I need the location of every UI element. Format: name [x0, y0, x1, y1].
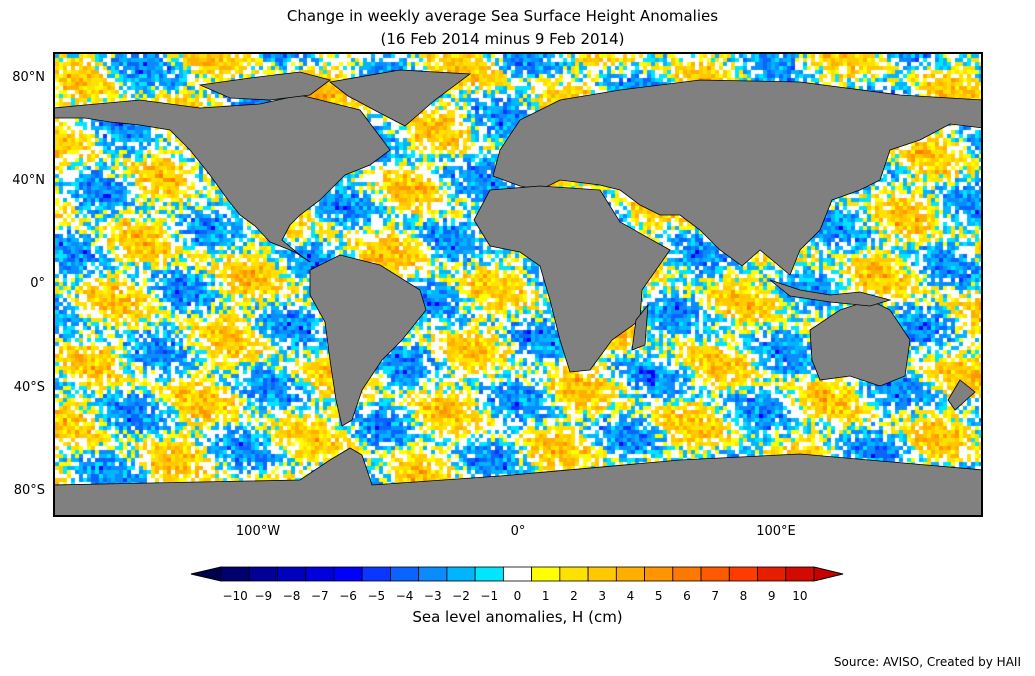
colorbar-swatch [615, 566, 645, 582]
new-zealand [947, 379, 976, 411]
colorbar-swatch [220, 566, 250, 582]
lon-label-0: 0° [510, 524, 526, 539]
colorbar-swatch [531, 566, 561, 582]
colorbar-swatch [333, 566, 363, 582]
colorbar-tick-label: −6 [339, 589, 357, 603]
colorbar-swatch [390, 566, 420, 582]
colorbar-swatch [672, 566, 702, 582]
colorbar-swatch [248, 566, 278, 582]
colorbar-tick-label: −2 [452, 589, 470, 603]
map-frame [53, 52, 983, 517]
colorbar [190, 566, 844, 582]
colorbar-tick-label: 0 [513, 589, 522, 603]
colorbar-swatch [785, 566, 815, 582]
colorbar-swatch [757, 566, 787, 582]
colorbar-tick-label: 2 [570, 589, 578, 603]
colorbar-tick-label: 8 [739, 589, 748, 603]
colorbar-tick-label: 6 [683, 589, 691, 603]
colorbar-swatch [587, 566, 617, 582]
colorbar-tick-label: 9 [767, 589, 776, 603]
south-america [309, 254, 427, 427]
colorbar-tick-label: −5 [367, 589, 386, 603]
colorbar-tick-label: −10 [222, 589, 248, 603]
colorbar-swatch [277, 566, 307, 582]
africa [473, 185, 671, 373]
land-mask [55, 69, 981, 515]
source-credit: Source: AVISO, Created by HAII [833, 655, 1021, 669]
colorbar-swatch [446, 566, 476, 582]
colorbar-swatch [474, 566, 504, 582]
colorbar-tick-label: 3 [598, 589, 607, 603]
lat-label-40s: 40°S [13, 380, 45, 395]
colorbar-tick-label: 10 [792, 589, 808, 603]
madagascar [631, 303, 649, 351]
colorbar-swatch [644, 566, 674, 582]
colorbar-tick-label: 5 [654, 589, 663, 603]
colorbar-tick-label: −3 [423, 589, 442, 603]
colorbar-tick-label: −9 [254, 589, 273, 603]
colorbar-tick-label: −8 [282, 589, 301, 603]
colorbar-swatch [728, 566, 758, 582]
colorbar-swatch [305, 566, 335, 582]
colorbar-tick-label: 4 [626, 589, 635, 603]
greenland [329, 69, 472, 127]
antarctica [55, 447, 981, 515]
colorbar-swatch [700, 566, 730, 582]
chart-subtitle: (16 Feb 2014 minus 9 Feb 2014) [380, 30, 625, 48]
lat-label-80n: 80°N [12, 70, 45, 85]
colorbar-under-arrow [190, 566, 222, 582]
colorbar-swatch [502, 566, 533, 582]
colorbar-swatch [559, 566, 589, 582]
lon-label-100e: 100°E [756, 524, 796, 539]
lat-label-80s: 80°S [13, 483, 45, 498]
colorbar-label: Sea level anomalies, H (cm) [412, 608, 623, 626]
indonesia [769, 279, 892, 307]
arctic-islands [198, 71, 331, 101]
colorbar-tick-label: −7 [310, 589, 329, 603]
colorbar-tick-label: −1 [480, 589, 499, 603]
chart-title: Change in weekly average Sea Surface Hei… [286, 7, 719, 25]
colorbar-tick-label: −4 [395, 589, 414, 603]
colorbar-tick-label: 7 [711, 589, 719, 603]
colorbar-swatch [418, 566, 448, 582]
lat-label-0: 0° [30, 276, 45, 291]
colorbar-tick-label: 1 [541, 589, 550, 603]
lon-label-100w: 100°W [235, 524, 281, 539]
colorbar-over-arrow [813, 566, 844, 582]
colorbar-swatch [361, 566, 391, 582]
eurasia [492, 79, 981, 276]
lat-label-40n: 40°N [12, 173, 45, 188]
